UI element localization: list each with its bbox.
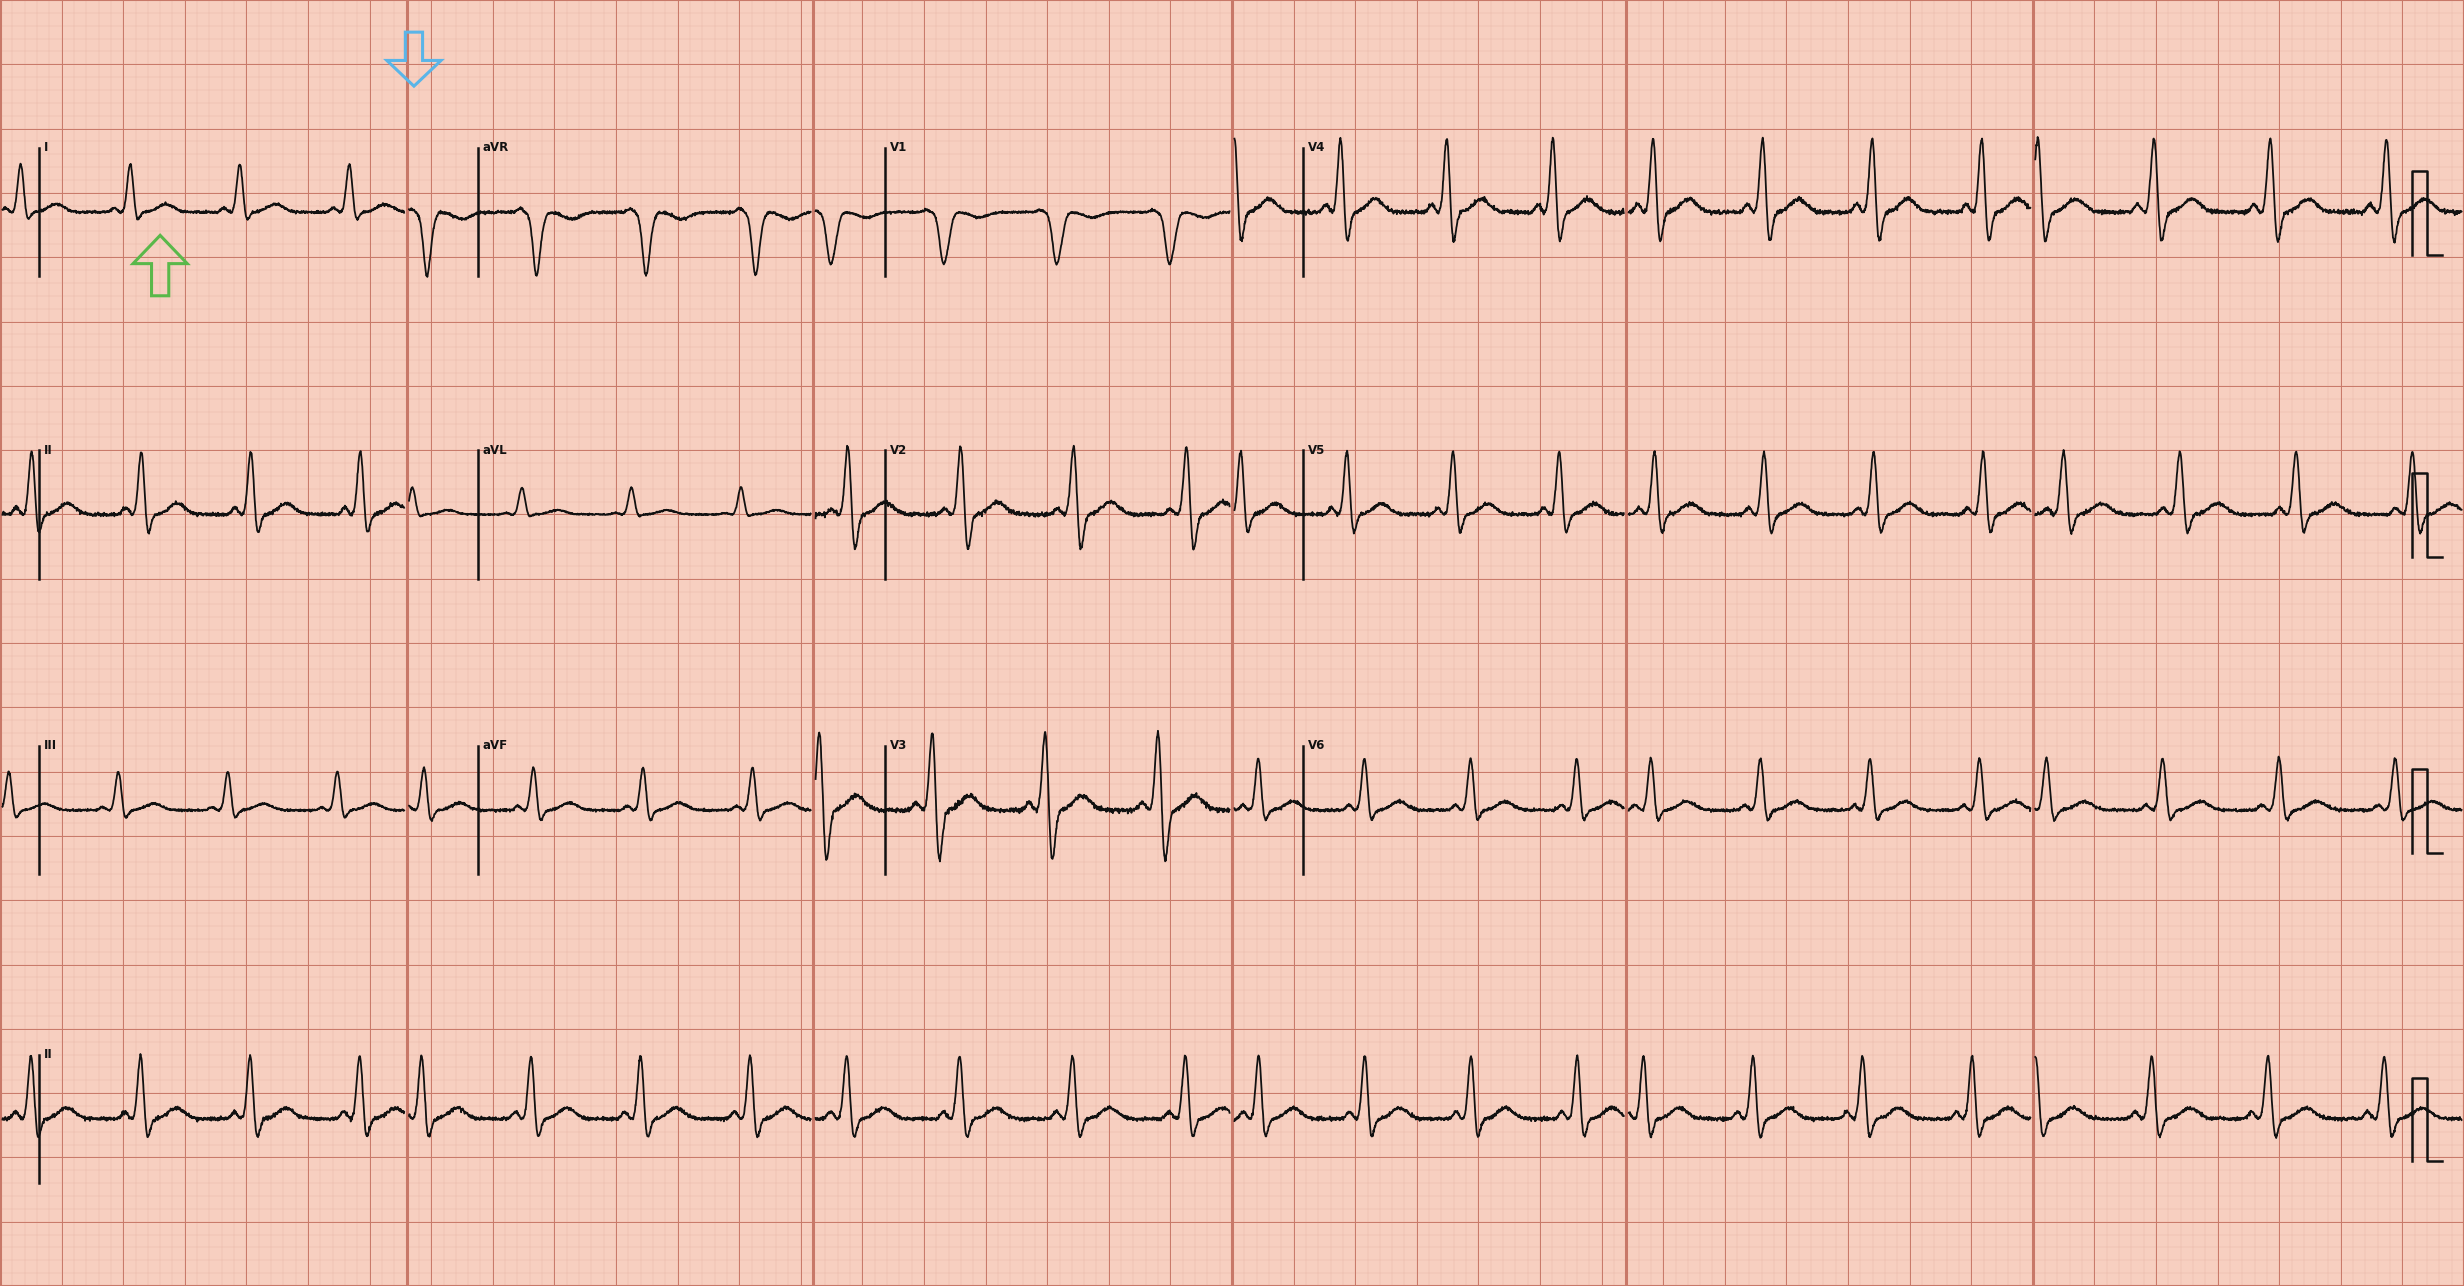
- Text: V6: V6: [1308, 739, 1326, 752]
- Text: II: II: [44, 444, 54, 457]
- Text: V1: V1: [890, 141, 907, 154]
- Text: V4: V4: [1308, 141, 1326, 154]
- Text: II: II: [44, 1048, 54, 1061]
- Text: V3: V3: [890, 739, 907, 752]
- Text: V5: V5: [1308, 444, 1326, 457]
- Text: I: I: [44, 141, 49, 154]
- Text: III: III: [44, 739, 57, 752]
- Text: aVR: aVR: [483, 141, 510, 154]
- Text: V2: V2: [890, 444, 907, 457]
- Text: aVL: aVL: [483, 444, 508, 457]
- Text: aVF: aVF: [483, 739, 508, 752]
